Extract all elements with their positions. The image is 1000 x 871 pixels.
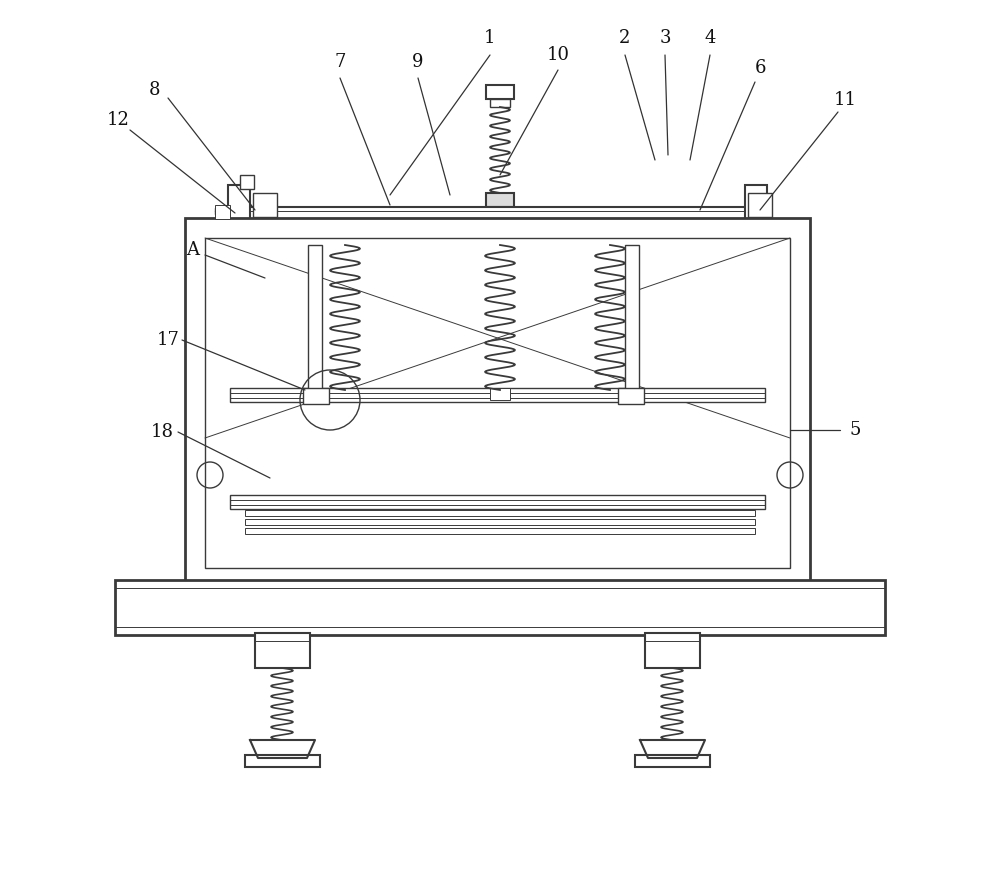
Bar xyxy=(635,755,710,767)
Bar xyxy=(308,245,322,393)
Text: 12: 12 xyxy=(107,111,129,129)
Bar xyxy=(115,580,885,635)
Bar xyxy=(303,388,329,404)
Text: 10: 10 xyxy=(546,46,570,64)
Polygon shape xyxy=(250,740,315,758)
Bar xyxy=(253,193,277,217)
Text: 1: 1 xyxy=(484,29,496,47)
Text: 11: 11 xyxy=(834,91,856,109)
Bar xyxy=(230,388,765,402)
Text: 7: 7 xyxy=(334,53,346,71)
Text: 5: 5 xyxy=(849,421,861,439)
Text: 9: 9 xyxy=(412,53,424,71)
Text: 4: 4 xyxy=(704,29,716,47)
Text: A: A xyxy=(186,241,200,259)
Bar xyxy=(245,519,755,525)
Bar xyxy=(618,388,644,404)
Bar xyxy=(748,193,772,217)
Text: 2: 2 xyxy=(619,29,631,47)
Bar xyxy=(238,207,762,219)
Polygon shape xyxy=(640,740,705,758)
Bar xyxy=(490,388,510,400)
Bar xyxy=(245,510,755,516)
Bar xyxy=(228,185,250,219)
Text: 3: 3 xyxy=(659,29,671,47)
Bar xyxy=(185,218,810,588)
Text: 6: 6 xyxy=(754,59,766,77)
Bar xyxy=(215,205,230,219)
Bar xyxy=(745,185,767,219)
Bar xyxy=(240,175,254,189)
Bar xyxy=(230,495,765,509)
Text: 17: 17 xyxy=(157,331,179,349)
Text: 8: 8 xyxy=(149,81,161,99)
Bar xyxy=(645,633,700,668)
Bar xyxy=(205,238,790,568)
Bar xyxy=(625,245,639,393)
Bar xyxy=(490,99,510,107)
Bar xyxy=(245,755,320,767)
Bar xyxy=(486,85,514,99)
Bar xyxy=(255,633,310,668)
Text: 18: 18 xyxy=(150,423,174,441)
Bar xyxy=(486,193,514,207)
Bar xyxy=(490,207,510,215)
Bar xyxy=(245,528,755,534)
